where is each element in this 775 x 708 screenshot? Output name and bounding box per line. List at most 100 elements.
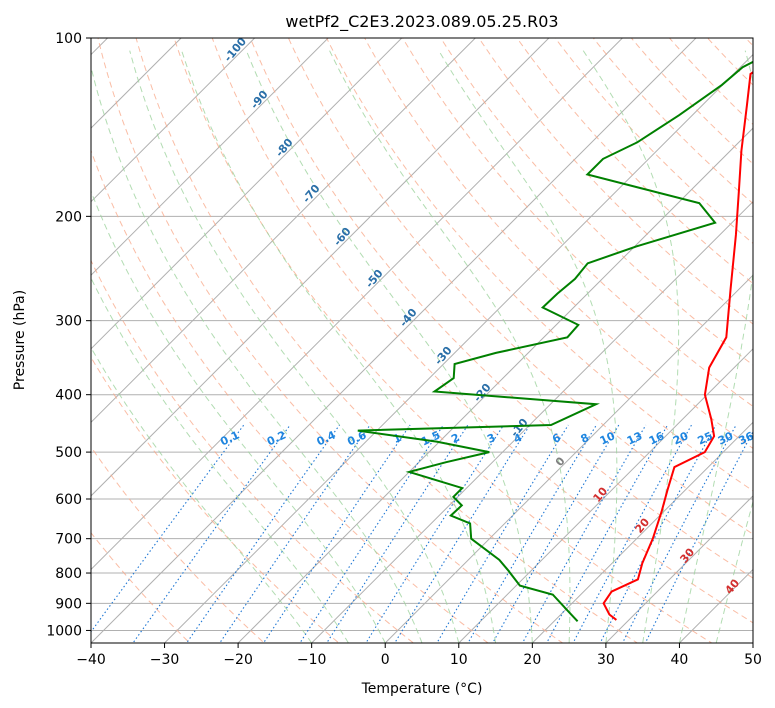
y-tick-label: 600 xyxy=(55,492,82,508)
dry-adiabat-label: -30 xyxy=(432,344,455,368)
dry-adiabat xyxy=(173,38,713,643)
dry-adiabat xyxy=(211,38,753,624)
moist-adiabat xyxy=(91,189,386,643)
mixing-ratio-label: 0.1 xyxy=(218,428,241,448)
isotherm-line xyxy=(91,38,697,643)
mixing-ratio-line xyxy=(644,430,753,643)
mixing-ratio-label: 36 xyxy=(737,429,757,447)
x-tick-label: −40 xyxy=(76,652,106,668)
dry-adiabat xyxy=(135,38,639,643)
mixing-ratio-labels: 0.1 0.2 0.4 0.6 1 1.5 2 3 4 6 8 10 13 16 20 25 30 36 xyxy=(218,428,757,448)
x-axis: −40 −30 −20 −10 0 10 20 30 40 50 xyxy=(76,643,762,668)
mixing-ratio-line xyxy=(185,424,340,643)
mixing-ratio-label: 13 xyxy=(625,429,644,447)
plot-area: 0.1 0.2 0.4 0.6 1 1.5 2 3 4 6 8 10 13 16 20 25 30 36-100-… xyxy=(91,11,775,655)
dry-adiabat-label: -60 xyxy=(331,225,354,249)
x-tick-label: 0 xyxy=(381,652,390,668)
isotherm-line xyxy=(91,38,329,276)
dry-adiabat xyxy=(91,149,489,643)
dry-adiabat-label: -40 xyxy=(397,306,420,330)
temperature-profile xyxy=(602,71,753,621)
mixing-ratio-label: 20 xyxy=(671,429,691,447)
mixing-ratio-label: 30 xyxy=(716,429,736,447)
mixing-ratio-label: 16 xyxy=(647,429,667,447)
isotherm-line xyxy=(458,348,753,643)
y-tick-label: 100 xyxy=(55,31,82,47)
mixing-ratio-line xyxy=(436,424,569,643)
x-tick-label: −30 xyxy=(150,652,180,668)
mixing-ratio-line xyxy=(365,424,505,643)
dry-adiabat-label: 40 xyxy=(722,576,742,596)
mixing-ratio-line xyxy=(467,424,597,643)
dry-adiabat xyxy=(97,38,564,643)
dry-adiabat xyxy=(706,38,753,86)
dry-adiabat-label: 20 xyxy=(632,515,652,535)
mixing-ratio-line xyxy=(492,424,620,643)
mixing-ratio-line xyxy=(262,424,411,643)
mixing-ratio-line xyxy=(521,424,647,643)
mixing-ratio-line xyxy=(394,424,531,643)
x-tick-label: 50 xyxy=(744,652,762,668)
mixing-ratio-label: 6 xyxy=(550,431,563,446)
dry-adiabat-label: -20 xyxy=(471,381,494,405)
x-tick-label: 20 xyxy=(523,652,541,668)
moist-adiabat xyxy=(245,50,533,643)
isotherm-line xyxy=(91,38,623,571)
isotherm-line xyxy=(384,274,753,643)
moist-adiabat xyxy=(129,50,460,643)
mixing-ratio-line xyxy=(326,424,469,643)
mixing-ratio-line xyxy=(219,424,371,643)
y-tick-label: 500 xyxy=(55,445,82,461)
isotherm-line xyxy=(605,495,753,643)
dry-adiabat xyxy=(757,11,775,655)
y-tick-label: 300 xyxy=(55,314,82,330)
x-tick-label: 40 xyxy=(671,652,689,668)
y-tick-label: 200 xyxy=(55,209,82,225)
mixing-ratio-label: 1.5 xyxy=(419,428,442,448)
dry-adiabat xyxy=(91,531,191,643)
moist-adiabat xyxy=(91,65,423,643)
dry-adiabat-label: -50 xyxy=(363,267,386,291)
x-tick-label: −20 xyxy=(223,652,253,668)
dry-adiabat xyxy=(91,356,340,643)
moist-adiabat xyxy=(181,50,497,643)
mixing-ratio-line xyxy=(132,424,291,643)
plot-clip-group: 0.1 0.2 0.4 0.6 1 1.5 2 3 4 6 8 10 13 16 20 25 30 36-100-… xyxy=(91,11,775,655)
y-tick-label: 1000 xyxy=(46,623,82,639)
dry-adiabat xyxy=(287,38,753,535)
dry-adiabat xyxy=(744,38,753,47)
x-axis-title: Temperature (°C) xyxy=(361,681,483,697)
dry-adiabat xyxy=(91,259,415,643)
moist-adiabat xyxy=(329,50,571,643)
mixing-ratio-label: 1 xyxy=(391,431,403,446)
isotherm-line xyxy=(91,38,403,350)
x-tick-label: 10 xyxy=(450,652,468,668)
mixing-ratio-line xyxy=(621,424,737,643)
dry-adiabat-label: -80 xyxy=(273,136,296,160)
isotherm-line xyxy=(91,38,256,203)
y-axis-title: Pressure (hPa) xyxy=(12,290,28,390)
chart-title: wetPf2_C2E3.2023.089.05.25.R03 xyxy=(285,12,558,32)
dry-adiabat xyxy=(249,38,753,579)
moist-adiabat xyxy=(582,50,680,643)
moist-adiabat xyxy=(91,346,313,643)
isotherm-line xyxy=(164,53,753,643)
moist-adiabat xyxy=(715,499,753,643)
mixing-ratio-line xyxy=(599,424,717,643)
dry-adiabat xyxy=(440,38,753,366)
isotherm-line xyxy=(311,200,753,643)
dry-adiabat-label: -10 xyxy=(508,416,531,440)
dry-adiabat-label: 0 xyxy=(553,454,568,468)
plot-frame xyxy=(90,37,754,644)
moist-adiabat xyxy=(438,50,618,643)
mixing-ratio-line xyxy=(299,424,444,643)
x-tick-label: 30 xyxy=(597,652,615,668)
y-axis: 100 200 300 400 500 600 700 800 900 1000 xyxy=(46,31,91,639)
dry-adiabat xyxy=(364,38,753,449)
isotherm-line xyxy=(531,421,753,643)
mixing-ratio-label: 10 xyxy=(598,429,618,447)
dry-adiabat xyxy=(592,38,753,205)
dry-adiabat xyxy=(402,38,753,408)
dry-adiabat-label: -70 xyxy=(300,182,323,206)
